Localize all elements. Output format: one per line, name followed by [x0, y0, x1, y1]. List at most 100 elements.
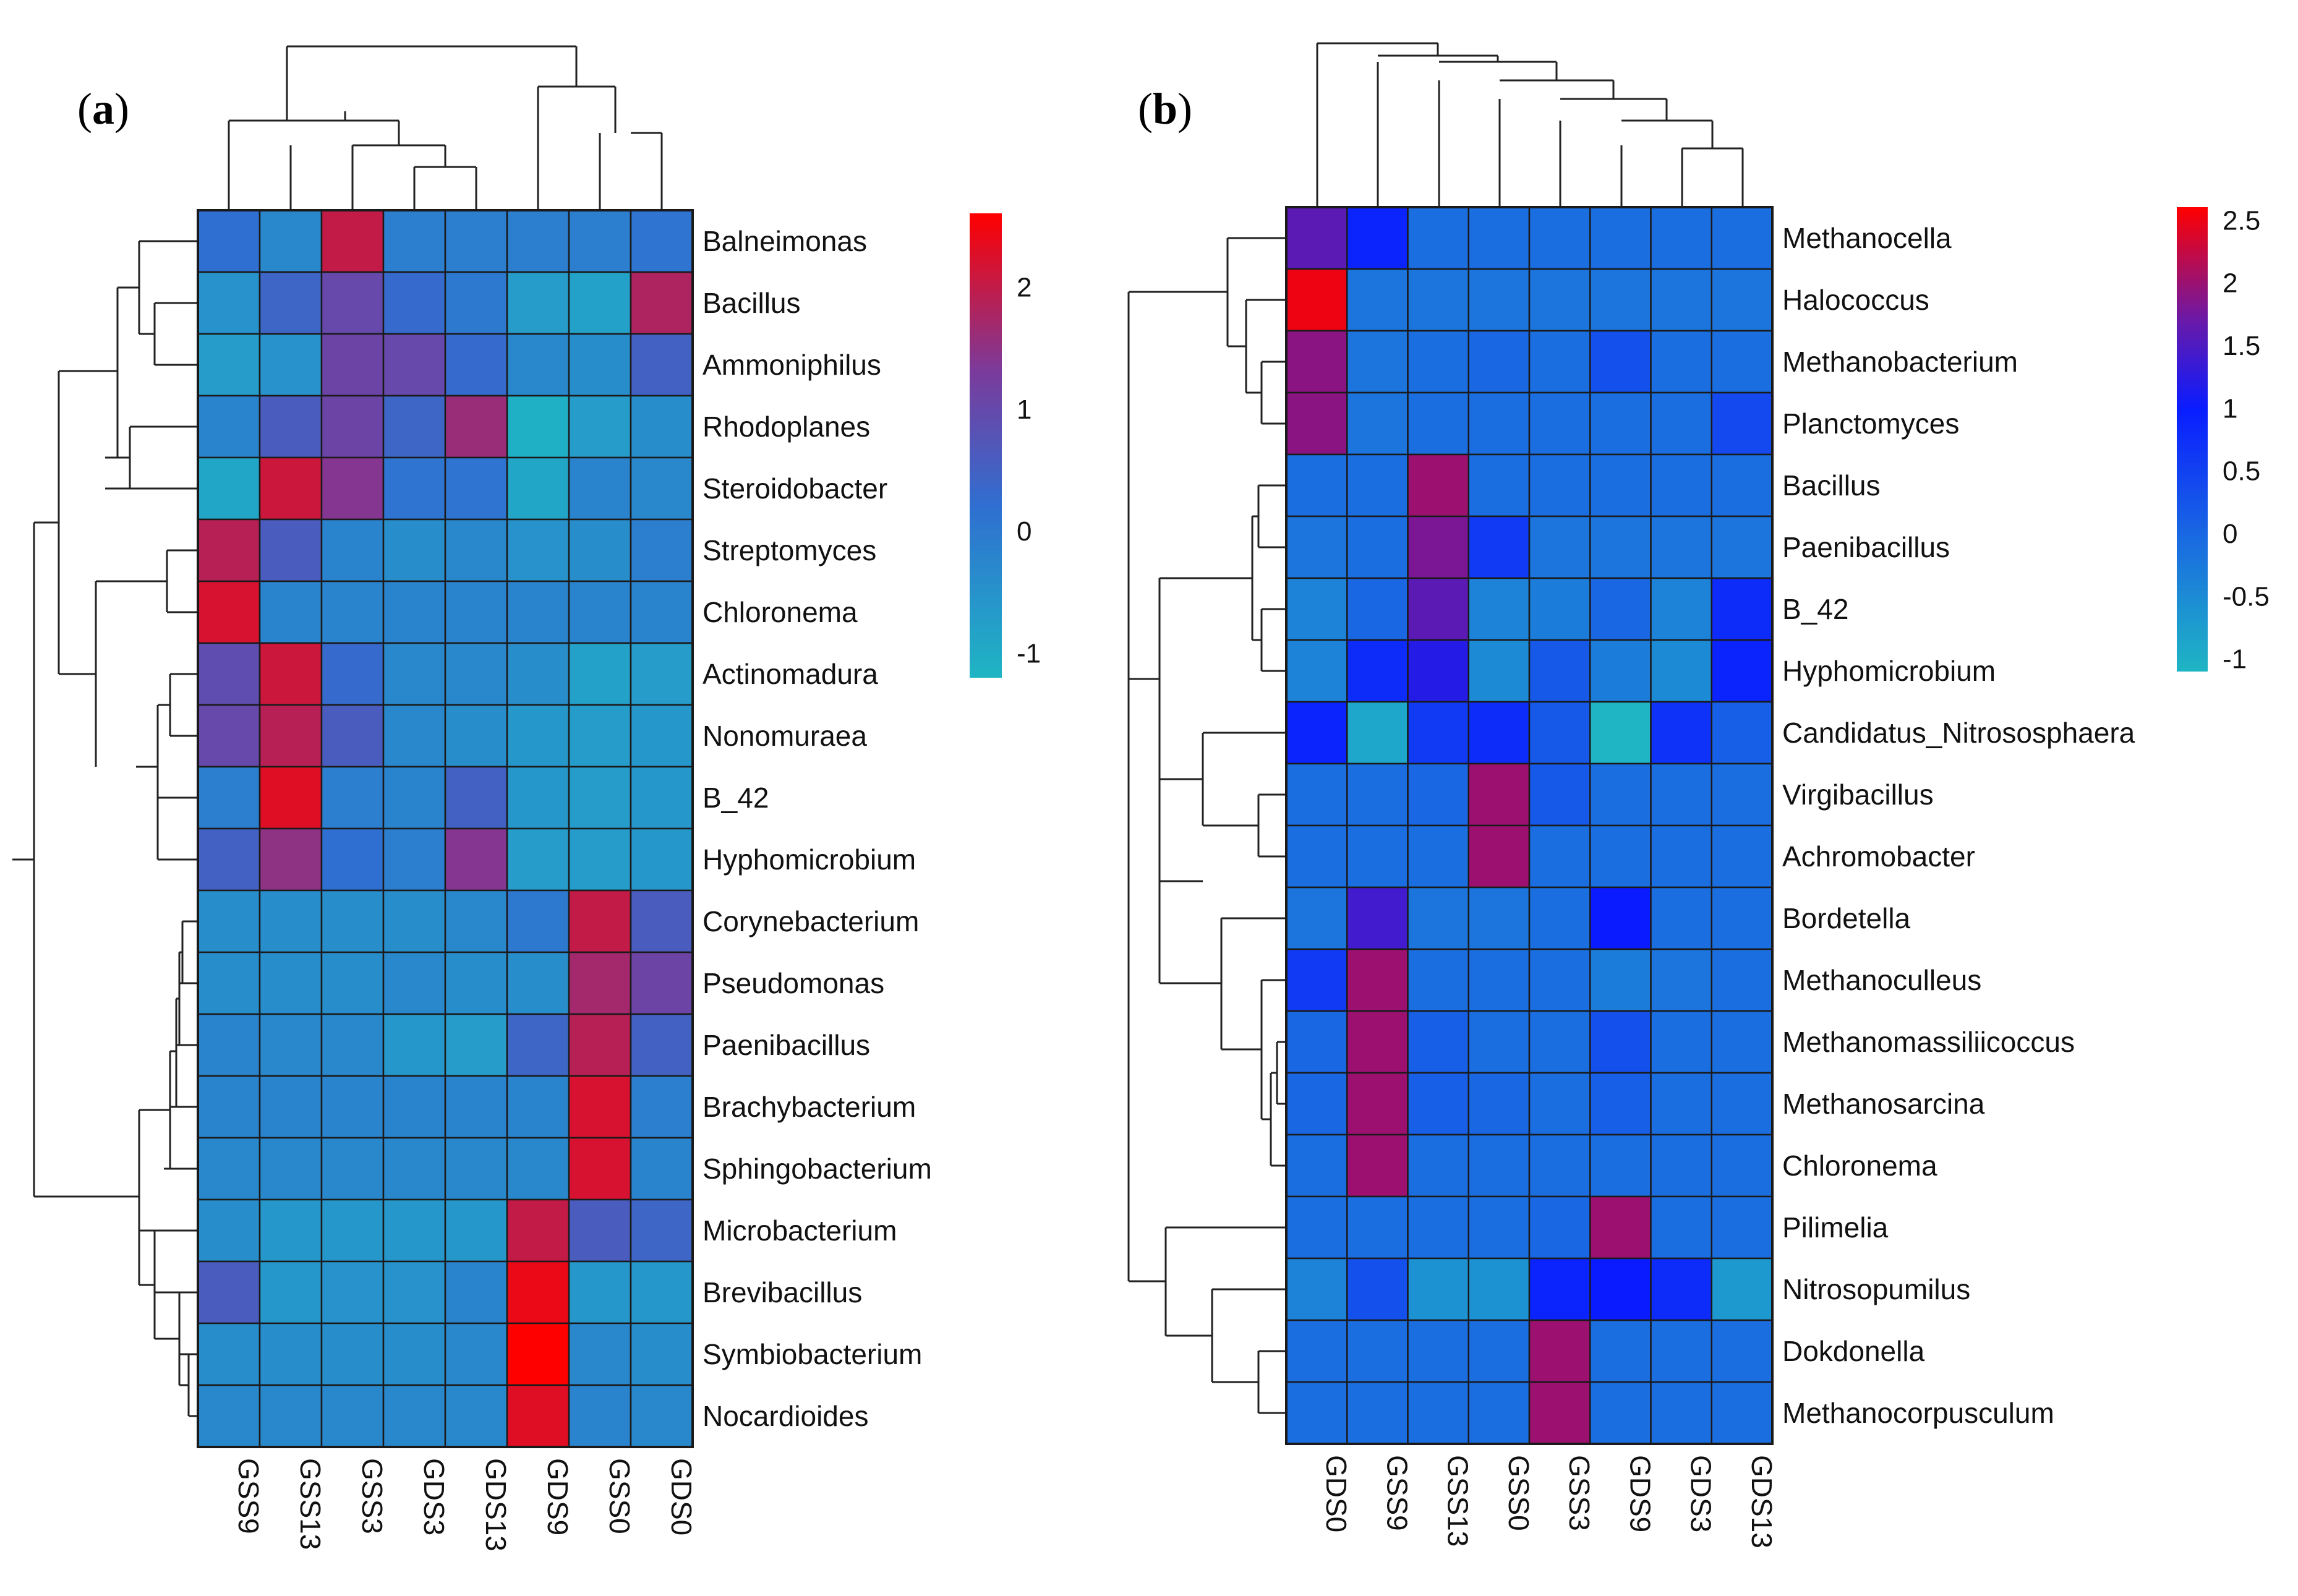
colorbar-segment [970, 623, 1002, 628]
heatmap-cell [444, 209, 508, 273]
heatmap-cell [444, 1260, 508, 1325]
heatmap-cell [1528, 1381, 1591, 1445]
heatmap-cell [1589, 701, 1652, 765]
heatmap-cell [1589, 1195, 1652, 1260]
colorbar-segment [2177, 566, 2208, 571]
heatmap-cell [258, 1137, 323, 1201]
row-label: Virgibacillus [1782, 779, 1934, 811]
heatmap-cell [1528, 268, 1591, 332]
heatmap-cell [1711, 330, 1774, 394]
colorbar-segment [970, 248, 1002, 253]
colorbar-segment [970, 430, 1002, 435]
heatmap-cell [197, 642, 261, 706]
heatmap-cell [320, 827, 385, 892]
heatmap-cell [1528, 1010, 1591, 1074]
colorbar-segment [2177, 276, 2208, 281]
heatmap-cell [1407, 206, 1469, 270]
colorbar-segment [2177, 377, 2208, 382]
colorbar-segment [2177, 346, 2208, 351]
colorbar-segment [970, 360, 1002, 365]
heatmap-cell [1650, 948, 1712, 1012]
colorbar-segment [970, 399, 1002, 404]
heatmap-cell [1467, 1319, 1531, 1383]
heatmap-cell [1711, 824, 1774, 889]
heatmap-cell [1407, 1381, 1469, 1445]
heatmap-cell [1650, 330, 1712, 394]
colorbar-tick-label: 2 [1017, 272, 1032, 302]
colorbar-segment [970, 329, 1002, 334]
colorbar-segment [970, 213, 1002, 218]
colorbar-segment [2177, 269, 2208, 274]
heatmap-cell [1467, 330, 1531, 394]
row-label: Pseudomonas [703, 967, 884, 999]
colorbar-segment [2177, 296, 2208, 301]
column-label: GSS9 [233, 1458, 265, 1534]
heatmap-cell [1467, 1195, 1531, 1260]
colorbar-segment [970, 607, 1002, 612]
heatmap-cell [258, 951, 323, 1015]
colorbar-segment [970, 584, 1002, 589]
column-label: GDS13 [480, 1458, 512, 1551]
colorbar-segment [2177, 424, 2208, 429]
panel-a-row-dendrogram [12, 240, 201, 1417]
heatmap-cell [506, 1384, 570, 1448]
colorbar-tick-label: -1 [1017, 639, 1041, 669]
heatmap-cell [506, 1198, 570, 1263]
colorbar-segment [970, 348, 1002, 353]
colorbar-segment [2177, 489, 2208, 494]
colorbar-segment [2177, 547, 2208, 552]
colorbar-segment [970, 391, 1002, 396]
heatmap-cell [1407, 1195, 1469, 1260]
colorbar-segment [970, 263, 1002, 268]
heatmap-cell [630, 518, 694, 582]
heatmap-cell [1528, 391, 1591, 456]
colorbar-segment [2177, 331, 2208, 336]
colorbar-segment [970, 255, 1002, 260]
colorbar-segment [970, 600, 1002, 605]
column-label: GDS13 [1746, 1455, 1778, 1548]
row-label: Methanomassiliicoccus [1782, 1026, 2075, 1058]
colorbar-segment [2177, 516, 2208, 521]
heatmap-cell [1346, 1010, 1409, 1074]
heatmap-cell [258, 1075, 323, 1139]
panel-a-cells [197, 209, 694, 1448]
heatmap-cell [1285, 886, 1348, 950]
heatmap-cell [258, 209, 323, 273]
colorbar-segment [2177, 311, 2208, 316]
heatmap-cell [1589, 1072, 1652, 1136]
colorbar-segment [2177, 400, 2208, 405]
heatmap-cell [382, 1260, 446, 1325]
colorbar-segment [2177, 586, 2208, 591]
heatmap-cell [1346, 639, 1409, 703]
colorbar-segment [2177, 505, 2208, 510]
row-label: Chloronema [1782, 1150, 1937, 1182]
colorbar-segment [2177, 342, 2208, 347]
heatmap-cell [382, 1322, 446, 1386]
heatmap-cell [1528, 1195, 1591, 1260]
heatmap-cell [444, 1384, 508, 1448]
colorbar-segment [2177, 439, 2208, 444]
heatmap-cell [568, 333, 632, 397]
colorbar-segment [970, 403, 1002, 408]
colorbar-segment [2177, 393, 2208, 398]
colorbar-segment [2177, 326, 2208, 331]
colorbar-segment [2177, 412, 2208, 417]
heatmap-cell [1285, 1381, 1348, 1445]
heatmap-cell [1711, 762, 1774, 827]
colorbar-segment [970, 229, 1002, 234]
colorbar-segment [970, 565, 1002, 570]
heatmap-cell [1711, 1072, 1774, 1136]
heatmap-cell [1285, 701, 1348, 765]
row-label: Brachybacterium [703, 1091, 916, 1123]
colorbar-tick-label: 1.5 [2223, 331, 2260, 361]
heatmap-cell [320, 1198, 385, 1263]
colorbar-segment [970, 673, 1002, 678]
heatmap-cell [382, 642, 446, 706]
colorbar-segment [970, 294, 1002, 299]
column-label: GSS13 [1442, 1455, 1474, 1547]
heatmap-cell [197, 1260, 261, 1325]
colorbar-segment [2177, 223, 2208, 228]
heatmap-cell [1650, 824, 1712, 889]
heatmap-cell [1528, 515, 1591, 579]
